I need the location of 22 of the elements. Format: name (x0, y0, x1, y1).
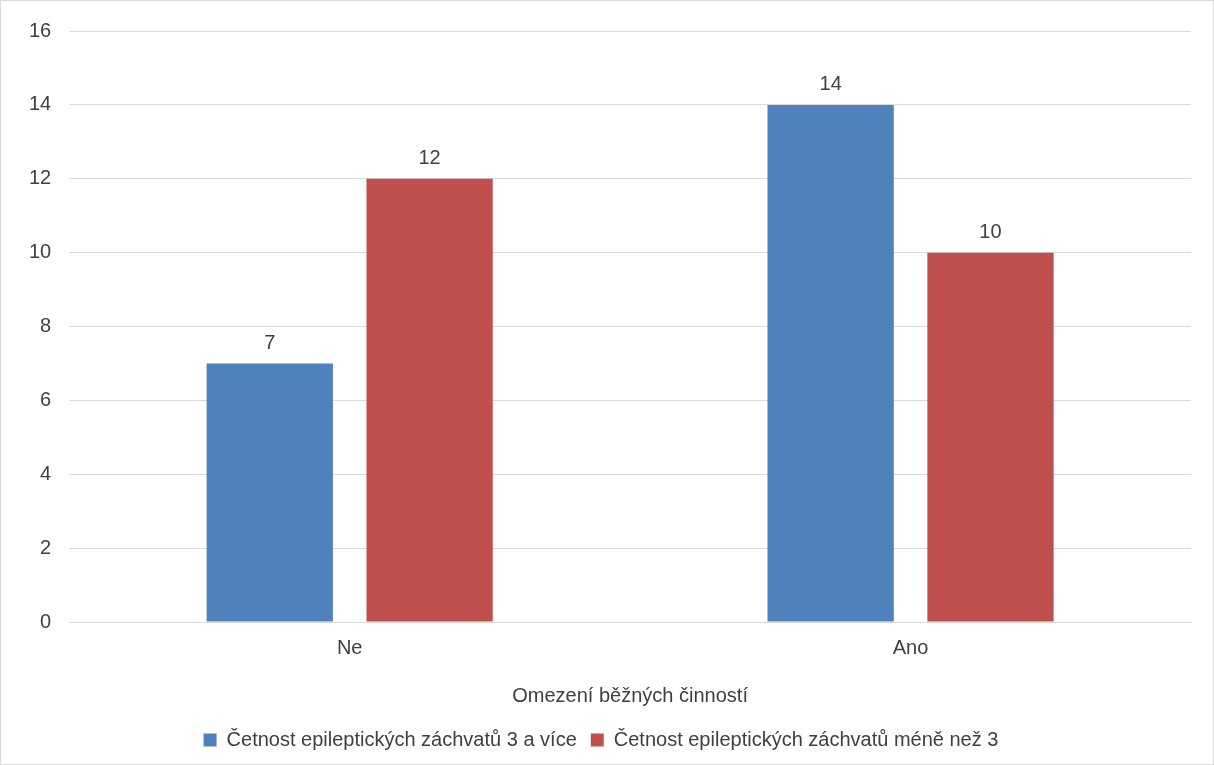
x-tick-label: Ano (892, 635, 929, 658)
x-axis-title: Omezení běžných činností (512, 683, 749, 706)
bar (927, 252, 1054, 622)
y-tick-label: 12 (29, 166, 52, 189)
legend-label: Četnost epileptických záchvatů 3 a více (226, 727, 577, 750)
y-tick-label: 0 (40, 609, 52, 632)
bar (206, 363, 333, 622)
y-tick-label: 6 (40, 387, 52, 410)
y-tick-label: 14 (29, 92, 52, 115)
legend-label: Četnost epileptických záchvatů méně než 3 (613, 727, 999, 750)
y-tick-label: 10 (29, 240, 52, 263)
data-label: 14 (819, 72, 842, 95)
y-tick-label: 4 (40, 461, 52, 484)
data-label: 10 (979, 220, 1002, 243)
y-tick-label: 8 (40, 314, 52, 337)
bar (366, 178, 493, 622)
x-tick-label: Ne (336, 635, 363, 658)
y-tick-label: 2 (40, 535, 52, 558)
bar (767, 104, 894, 622)
y-tick-label: 16 (29, 18, 52, 41)
data-label: 12 (418, 146, 441, 169)
data-label: 7 (264, 330, 276, 353)
